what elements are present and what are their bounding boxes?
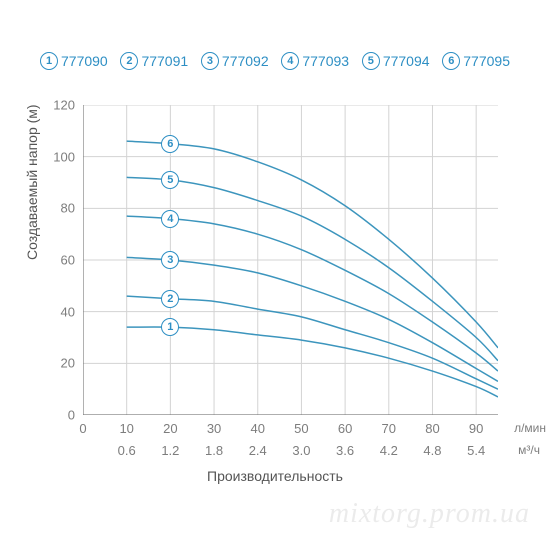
x2-tick-label: 5.4 bbox=[467, 443, 485, 458]
plot-svg bbox=[83, 105, 498, 415]
legend-label: 777095 bbox=[463, 53, 510, 69]
x-tick-label: 80 bbox=[425, 421, 439, 436]
curve-label: 4 bbox=[161, 210, 179, 228]
x-tick-label: 60 bbox=[338, 421, 352, 436]
x-tick-label: 90 bbox=[469, 421, 483, 436]
legend-circle: 3 bbox=[201, 52, 219, 70]
x2-tick-label: 0.6 bbox=[118, 443, 136, 458]
legend-item: 4777093 bbox=[281, 52, 349, 70]
y-tick-label: 20 bbox=[61, 356, 75, 371]
legend-circle: 1 bbox=[40, 52, 58, 70]
x2-tick-label: 4.8 bbox=[423, 443, 441, 458]
watermark: mixtorg.prom.ua bbox=[329, 498, 530, 530]
chart-legend: 1777090277709137770924777093577709467770… bbox=[40, 52, 510, 70]
y-axis-title: Создаваемый напор (м) bbox=[24, 104, 40, 260]
x-tick-label: 70 bbox=[382, 421, 396, 436]
legend-circle: 5 bbox=[362, 52, 380, 70]
x-unit-label-2: м³/ч bbox=[518, 443, 540, 457]
legend-label: 777094 bbox=[383, 53, 430, 69]
x2-tick-label: 2.4 bbox=[249, 443, 267, 458]
x-axis-title: Производительность bbox=[0, 468, 550, 484]
legend-item: 3777092 bbox=[201, 52, 269, 70]
legend-label: 777090 bbox=[61, 53, 108, 69]
legend-item: 6777095 bbox=[442, 52, 510, 70]
x2-tick-label: 1.2 bbox=[161, 443, 179, 458]
x-tick-label: 20 bbox=[163, 421, 177, 436]
x-tick-label: 40 bbox=[251, 421, 265, 436]
y-tick-label: 0 bbox=[68, 408, 75, 423]
x2-tick-label: 3.0 bbox=[292, 443, 310, 458]
y-tick-label: 80 bbox=[61, 201, 75, 216]
y-tick-label: 120 bbox=[53, 98, 75, 113]
x2-tick-label: 4.2 bbox=[380, 443, 398, 458]
curve-label: 2 bbox=[161, 290, 179, 308]
legend-circle: 4 bbox=[281, 52, 299, 70]
legend-circle: 6 bbox=[442, 52, 460, 70]
legend-label: 777091 bbox=[141, 53, 188, 69]
y-tick-label: 100 bbox=[53, 149, 75, 164]
plot-area: 02040608010012001020304050607080900.61.2… bbox=[83, 105, 498, 415]
x-tick-label: 10 bbox=[119, 421, 133, 436]
legend-label: 777092 bbox=[222, 53, 269, 69]
y-tick-label: 40 bbox=[61, 304, 75, 319]
curve-label: 6 bbox=[161, 135, 179, 153]
legend-item: 1777090 bbox=[40, 52, 108, 70]
x-unit-label-1: л/мин bbox=[514, 421, 546, 435]
legend-circle: 2 bbox=[120, 52, 138, 70]
legend-item: 2777091 bbox=[120, 52, 188, 70]
y-tick-label: 60 bbox=[61, 253, 75, 268]
x-tick-label: 50 bbox=[294, 421, 308, 436]
x-tick-label: 30 bbox=[207, 421, 221, 436]
x-tick-label: 0 bbox=[79, 421, 86, 436]
x2-tick-label: 3.6 bbox=[336, 443, 354, 458]
legend-label: 777093 bbox=[302, 53, 349, 69]
legend-item: 5777094 bbox=[362, 52, 430, 70]
x2-tick-label: 1.8 bbox=[205, 443, 223, 458]
